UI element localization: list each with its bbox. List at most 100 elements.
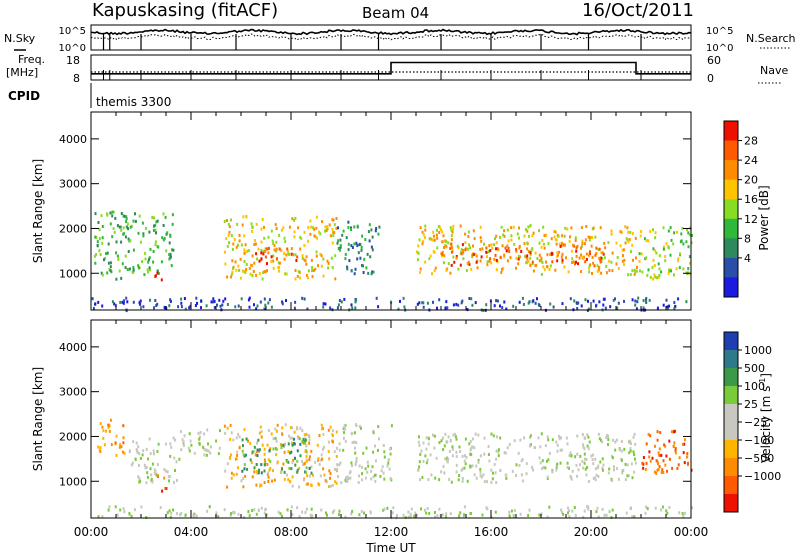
power-cell-223: [243, 248, 246, 252]
power-cell-730: [538, 241, 541, 245]
power-cell-638: [540, 245, 543, 249]
velocity-cell-666: [443, 471, 446, 475]
power-cell-376: [286, 247, 289, 251]
power-cell-318: [228, 230, 231, 234]
power-cell-543: [506, 228, 509, 232]
power-cell-220: [328, 223, 331, 227]
velocity-cell-498: [346, 475, 349, 479]
velocity-cell-783: [592, 476, 595, 480]
velocity-cell-11: [123, 451, 126, 455]
velocity-cell-156: [235, 472, 238, 476]
power-cell-713: [449, 226, 452, 230]
velocity-cell-584: [486, 480, 488, 484]
power-cell-727: [526, 241, 529, 245]
power-cell-1126: [153, 306, 155, 310]
velocity-cell-106: [199, 431, 202, 434]
velocity-cell-946: [232, 510, 235, 514]
velocity-cell-1007: [561, 511, 564, 515]
power-cell-161: [280, 228, 283, 232]
power-cell-678: [588, 238, 591, 242]
power-cell-235: [335, 217, 338, 220]
velocity-cell-726: [566, 466, 569, 469]
power-cell-430: [357, 251, 360, 255]
velocity-cell-949: [485, 506, 488, 510]
velocity-cell-566: [473, 446, 476, 450]
beam-title: Beam 04: [362, 4, 429, 22]
velocity-cell-82: [134, 458, 137, 462]
power-cell-182: [284, 272, 287, 276]
power-cell-964: [623, 299, 625, 303]
velocity-cell-68: [153, 468, 156, 472]
velocity-cell-560: [434, 476, 437, 480]
power-cell-992: [240, 297, 243, 301]
velocity-cell-867: [674, 448, 677, 452]
velocity-cell-754: [477, 460, 480, 464]
power-cell-814: [445, 245, 448, 249]
power-cell-915: [652, 247, 655, 251]
power-cell-14: [114, 216, 117, 220]
velocity-cell-895: [320, 508, 323, 512]
power-cell-114: [152, 250, 155, 253]
power-cell-330: [297, 270, 300, 274]
velocity-cell-138: [322, 445, 325, 449]
velocity-cell-284: [331, 439, 334, 443]
power-cell-1093: [92, 307, 95, 310]
power-cell-75: [160, 260, 163, 264]
power-cell-642: [600, 251, 603, 255]
velocity-cell-221: [293, 430, 296, 434]
velocity-cell-898: [644, 511, 647, 515]
power-cell-172: [241, 223, 244, 227]
velocity-cell-1016: [409, 512, 412, 516]
power-cell-1139: [538, 304, 541, 307]
time-tick-label-2: 08:00: [274, 525, 309, 539]
power-cell-833: [595, 246, 598, 250]
velocity-cell-626: [584, 436, 587, 440]
velocity-cell-802: [525, 462, 528, 466]
power-cell-795: [518, 246, 521, 250]
power-cell-1132: [569, 297, 572, 301]
velocity-cell-471: [381, 465, 384, 469]
power-cell-388: [371, 248, 374, 252]
power-cell-874: [658, 254, 661, 258]
velocity-cell-349: [260, 471, 263, 475]
velocity-cell-420: [370, 469, 373, 473]
power-colorbar-swatch-2: [724, 160, 738, 181]
power-cell-312: [251, 274, 254, 278]
velocity-cell-695: [565, 436, 568, 440]
power-cell-256: [305, 262, 308, 266]
power-cell-201: [297, 226, 300, 230]
velocity-cell-805: [443, 444, 446, 448]
velocity-cell-307: [318, 483, 321, 487]
power-cell-637: [615, 241, 618, 245]
velocity-cell-282: [283, 477, 286, 481]
power-cell-1136: [94, 302, 97, 306]
power-cell-1045: [196, 301, 198, 305]
velocity-cell-32: [173, 456, 176, 460]
velocity-cell-464: [343, 425, 346, 429]
power-cell-775: [453, 260, 456, 264]
velocity-cell-1011: [409, 515, 412, 519]
velocity-cell-574: [614, 448, 617, 452]
power-cell-793: [526, 254, 529, 258]
velocity-cell-727: [631, 476, 634, 480]
power-cell-250: [305, 273, 308, 277]
power-cell-702: [421, 242, 424, 246]
velocity-cell-422: [375, 473, 378, 477]
power-colorbar-tick-label-2: 20: [744, 174, 758, 187]
power-cell-198: [294, 216, 297, 220]
power-cell-618: [421, 230, 424, 234]
velocity-cell-593: [585, 457, 588, 461]
freq-tick-top: 18: [66, 54, 80, 67]
velocity-cell-37: [173, 480, 175, 484]
velocity-cell-296: [287, 450, 290, 453]
power-cell-765: [559, 244, 562, 248]
velocity-cell-960: [159, 506, 162, 510]
power-cell-850: [451, 250, 453, 254]
power-cell-6: [122, 232, 125, 236]
velocity-cell-668: [418, 435, 420, 439]
power-cell-124: [124, 235, 127, 239]
power-cell-456: [507, 239, 510, 243]
velocity-cell-645: [490, 480, 493, 484]
power-cell-526: [518, 226, 520, 230]
velocity-cell-835: [664, 444, 667, 448]
